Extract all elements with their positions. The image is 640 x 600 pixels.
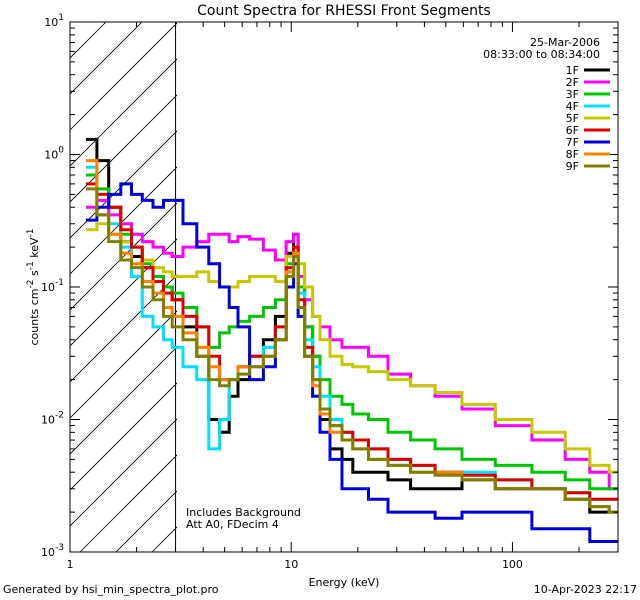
time-range-label: 08:33:00 to 08:34:00 bbox=[483, 48, 600, 61]
y-axis-ticks: 10-3 10-2 10-1 100 101 bbox=[41, 13, 618, 559]
legend-label: 7F bbox=[566, 136, 579, 149]
legend-label: 4F bbox=[566, 100, 579, 113]
series-group bbox=[86, 137, 618, 543]
legend-label: 9F bbox=[566, 160, 579, 173]
series-2F bbox=[86, 198, 618, 491]
x-tick-label: 10 bbox=[284, 558, 298, 571]
hatch-line bbox=[70, 382, 177, 491]
footer-timestamp: 10-Apr-2023 22:17 bbox=[533, 583, 637, 596]
hatch-line bbox=[70, 238, 177, 347]
y-tick-label: 101 bbox=[44, 13, 64, 29]
y-tick-label: 10-3 bbox=[41, 543, 64, 559]
y-tick-label: 100 bbox=[44, 146, 64, 162]
series-9F bbox=[86, 187, 618, 514]
hatch-line bbox=[79, 454, 177, 552]
hatch-line bbox=[70, 58, 177, 167]
legend-label: 2F bbox=[566, 76, 579, 89]
footer-generated-by: Generated by hsi_min_spectra_plot.pro bbox=[3, 583, 219, 596]
hatch-line bbox=[70, 22, 177, 131]
annotation-background: Includes Background bbox=[186, 506, 301, 519]
series-1F bbox=[86, 137, 618, 514]
x-tick-label: 1 bbox=[67, 558, 74, 571]
chart-title: Count Spectra for RHESSI Front Segments bbox=[197, 3, 491, 19]
x-axis-label: Energy (keV) bbox=[309, 576, 380, 589]
series-6F bbox=[86, 182, 618, 501]
series-3F bbox=[86, 173, 618, 491]
y-tick-label: 10-2 bbox=[41, 411, 64, 427]
hatch-line bbox=[70, 94, 177, 203]
y-tick-label: 10-1 bbox=[41, 278, 64, 294]
annotation-attenuator: Att A0, FDecim 4 bbox=[186, 518, 279, 531]
hatch-line bbox=[70, 418, 177, 527]
legend-label: 3F bbox=[566, 88, 579, 101]
legend-label: 1F bbox=[566, 64, 579, 77]
hatch-line bbox=[70, 202, 177, 311]
legend-label: 8F bbox=[566, 148, 579, 161]
y-axis-label: counts cm-2 s-1 keV-1 bbox=[26, 229, 41, 346]
x-tick-label: 100 bbox=[502, 558, 523, 571]
legend-label: 5F bbox=[566, 112, 579, 125]
x-axis-ticks: 1 10 100 bbox=[67, 22, 619, 571]
legend-label: 6F bbox=[566, 124, 579, 137]
date-label: 25-Mar-2006 bbox=[530, 36, 600, 49]
